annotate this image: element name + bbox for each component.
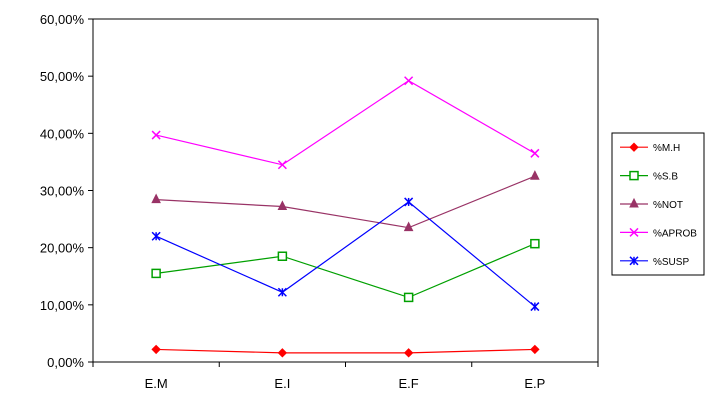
- data-point-susp: [530, 302, 540, 312]
- y-tick-label: 40,00%: [40, 126, 85, 141]
- data-point-sb: [530, 238, 540, 249]
- data-point-susp: [277, 287, 287, 297]
- series-mh: [151, 344, 540, 358]
- legend: %M.H %S.B %NOT %APROB %SUSP: [611, 132, 705, 276]
- x-tick-label: E.P: [524, 376, 545, 391]
- data-point-not: [277, 200, 288, 211]
- data-point-susp: [151, 231, 161, 241]
- x-tick-label: E.F: [399, 376, 419, 391]
- data-point-mh: [277, 348, 288, 358]
- data-point-not: [403, 221, 414, 232]
- data-point-not: [151, 193, 161, 204]
- legend-marker: [629, 256, 639, 266]
- y-tick-label: 60,00%: [40, 12, 85, 27]
- series-line-not: [156, 175, 536, 229]
- legend-marker: [629, 142, 639, 152]
- data-point-sb: [403, 292, 414, 303]
- legend-item-aprob: %APROB: [620, 227, 697, 239]
- legend-marker: [629, 197, 639, 208]
- data-point-aprob: [277, 160, 287, 170]
- y-tick-label: 30,00%: [40, 184, 85, 199]
- data-point-mh: [403, 348, 414, 358]
- legend-item-susp: %SUSP: [620, 256, 689, 268]
- data-point-aprob: [404, 76, 414, 86]
- x-axis: E.M E.I E.F E.P: [92, 362, 599, 391]
- legend-marker: [629, 170, 639, 181]
- x-tick-label: E.I: [274, 376, 290, 391]
- series-aprob: [151, 76, 540, 170]
- data-point-mh: [530, 344, 540, 355]
- series-not: [151, 170, 540, 232]
- plot-area: [92, 18, 599, 363]
- y-axis: 0,00% 10,00% 20,00% 30,00% 40,00% 50,00% 60,00…: [40, 12, 93, 370]
- series-line-aprob: [155, 80, 536, 166]
- legend-label: %SUSP: [653, 257, 689, 268]
- x-tick-label: E.M: [145, 376, 168, 391]
- legend-label: %APROB: [653, 228, 697, 239]
- data-point-sb: [151, 268, 161, 279]
- legend-label: %M.H: [653, 143, 680, 154]
- y-tick-label: 20,00%: [40, 241, 85, 256]
- y-tick-label: 50,00%: [40, 69, 85, 84]
- series-line-susp: [155, 201, 536, 308]
- legend-item-not: %NOT: [620, 197, 683, 211]
- series-line-mh: [156, 348, 535, 354]
- data-point-aprob: [530, 148, 540, 158]
- y-tick-label: 0,00%: [47, 355, 84, 370]
- legend-marker: [629, 227, 639, 237]
- series-susp: [151, 197, 540, 312]
- series-layer: [151, 76, 540, 358]
- legend-label: %NOT: [653, 200, 683, 211]
- data-point-mh: [151, 344, 161, 355]
- data-point-not: [530, 170, 540, 180]
- data-point-aprob: [151, 130, 161, 140]
- data-point-sb: [277, 251, 288, 261]
- data-point-susp: [404, 197, 414, 207]
- legend-item-sb: %S.B: [620, 170, 678, 183]
- legend-label: %S.B: [653, 172, 678, 183]
- legend-item-mh: %M.H: [620, 142, 680, 154]
- y-tick-label: 10,00%: [40, 298, 85, 313]
